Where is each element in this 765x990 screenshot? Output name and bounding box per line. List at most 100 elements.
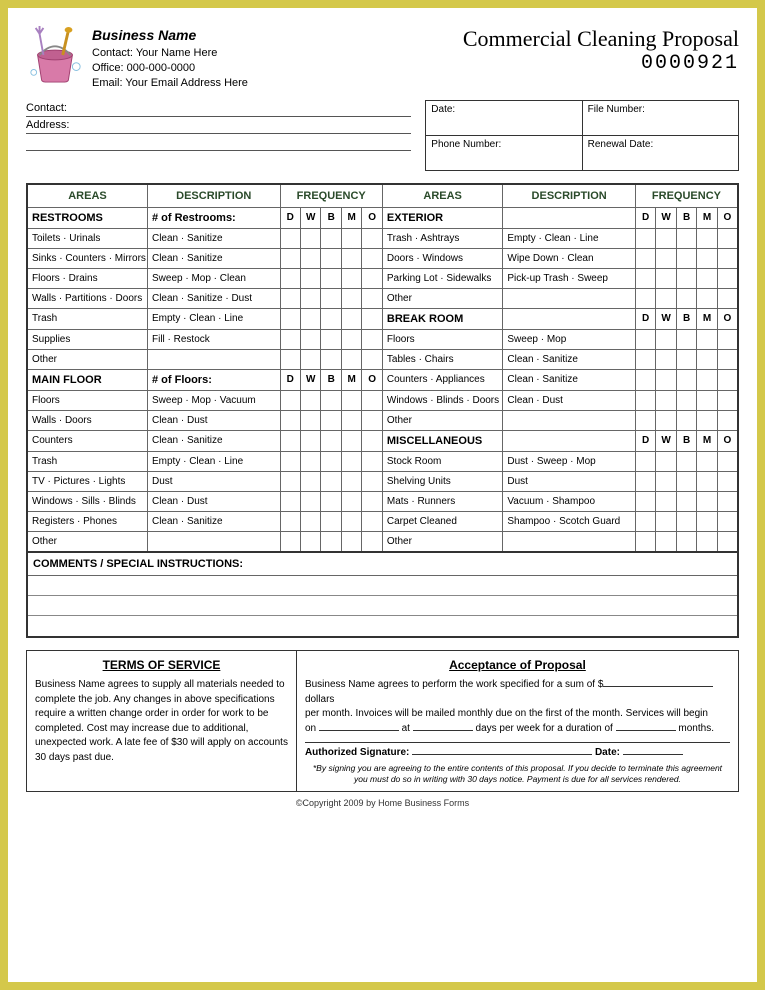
freq-cell[interactable] bbox=[280, 288, 300, 308]
freq-cell[interactable] bbox=[341, 430, 361, 451]
freq-cell[interactable] bbox=[697, 288, 717, 308]
freq-cell[interactable] bbox=[656, 390, 676, 410]
freq-cell[interactable] bbox=[321, 410, 341, 430]
freq-cell[interactable] bbox=[300, 228, 320, 248]
freq-cell[interactable] bbox=[676, 471, 696, 491]
freq-cell[interactable] bbox=[321, 531, 341, 552]
freq-cell[interactable] bbox=[697, 390, 717, 410]
freq-cell[interactable] bbox=[362, 410, 383, 430]
freq-cell[interactable] bbox=[362, 308, 383, 329]
freq-cell[interactable] bbox=[676, 390, 696, 410]
freq-cell[interactable] bbox=[300, 308, 320, 329]
freq-cell[interactable] bbox=[656, 471, 676, 491]
freq-cell[interactable] bbox=[321, 288, 341, 308]
freq-cell[interactable] bbox=[635, 248, 655, 268]
freq-cell[interactable] bbox=[635, 268, 655, 288]
freq-cell[interactable] bbox=[362, 248, 383, 268]
freq-cell[interactable] bbox=[341, 228, 361, 248]
freq-cell[interactable] bbox=[717, 531, 738, 552]
freq-cell[interactable] bbox=[635, 531, 655, 552]
client-contact-line[interactable]: Contact: bbox=[26, 100, 411, 117]
freq-cell[interactable] bbox=[656, 248, 676, 268]
freq-cell[interactable] bbox=[300, 491, 320, 511]
freq-cell[interactable] bbox=[676, 228, 696, 248]
freq-cell[interactable] bbox=[321, 390, 341, 410]
freq-cell[interactable] bbox=[321, 248, 341, 268]
at-field[interactable] bbox=[413, 730, 473, 731]
freq-cell[interactable] bbox=[341, 410, 361, 430]
file-number-field[interactable]: File Number: bbox=[582, 100, 738, 135]
freq-cell[interactable] bbox=[280, 228, 300, 248]
freq-cell[interactable] bbox=[717, 228, 738, 248]
freq-cell[interactable] bbox=[717, 329, 738, 349]
freq-cell[interactable] bbox=[676, 511, 696, 531]
freq-cell[interactable] bbox=[635, 369, 655, 390]
freq-cell[interactable] bbox=[656, 268, 676, 288]
duration-field[interactable] bbox=[616, 730, 676, 731]
freq-cell[interactable] bbox=[635, 471, 655, 491]
freq-cell[interactable] bbox=[676, 268, 696, 288]
freq-cell[interactable] bbox=[717, 369, 738, 390]
freq-cell[interactable] bbox=[321, 430, 341, 451]
freq-cell[interactable] bbox=[280, 430, 300, 451]
freq-cell[interactable] bbox=[717, 248, 738, 268]
freq-cell[interactable] bbox=[656, 369, 676, 390]
freq-cell[interactable] bbox=[697, 329, 717, 349]
freq-cell[interactable] bbox=[656, 349, 676, 369]
freq-cell[interactable] bbox=[635, 491, 655, 511]
freq-cell[interactable] bbox=[280, 531, 300, 552]
comments-line[interactable] bbox=[28, 596, 737, 616]
freq-cell[interactable] bbox=[656, 228, 676, 248]
renewal-date-field[interactable]: Renewal Date: bbox=[582, 135, 738, 170]
freq-cell[interactable] bbox=[676, 288, 696, 308]
freq-cell[interactable] bbox=[321, 228, 341, 248]
freq-cell[interactable] bbox=[676, 349, 696, 369]
freq-cell[interactable] bbox=[635, 288, 655, 308]
freq-cell[interactable] bbox=[321, 491, 341, 511]
freq-cell[interactable] bbox=[300, 390, 320, 410]
freq-cell[interactable] bbox=[635, 329, 655, 349]
freq-cell[interactable] bbox=[362, 451, 383, 471]
freq-cell[interactable] bbox=[697, 248, 717, 268]
freq-cell[interactable] bbox=[362, 390, 383, 410]
freq-cell[interactable] bbox=[656, 511, 676, 531]
freq-cell[interactable] bbox=[341, 531, 361, 552]
freq-cell[interactable] bbox=[280, 511, 300, 531]
freq-cell[interactable] bbox=[717, 288, 738, 308]
freq-cell[interactable] bbox=[676, 329, 696, 349]
freq-cell[interactable] bbox=[300, 451, 320, 471]
freq-cell[interactable] bbox=[676, 248, 696, 268]
freq-cell[interactable] bbox=[341, 248, 361, 268]
freq-cell[interactable] bbox=[656, 451, 676, 471]
freq-cell[interactable] bbox=[341, 308, 361, 329]
freq-cell[interactable] bbox=[656, 491, 676, 511]
freq-cell[interactable] bbox=[635, 511, 655, 531]
freq-cell[interactable] bbox=[656, 531, 676, 552]
freq-cell[interactable] bbox=[280, 491, 300, 511]
signature-field[interactable] bbox=[412, 754, 592, 755]
freq-cell[interactable] bbox=[341, 268, 361, 288]
freq-cell[interactable] bbox=[341, 329, 361, 349]
freq-cell[interactable] bbox=[300, 268, 320, 288]
freq-cell[interactable] bbox=[280, 451, 300, 471]
freq-cell[interactable] bbox=[321, 329, 341, 349]
freq-cell[interactable] bbox=[341, 471, 361, 491]
comments-line[interactable] bbox=[28, 616, 737, 636]
freq-cell[interactable] bbox=[717, 511, 738, 531]
freq-cell[interactable] bbox=[697, 451, 717, 471]
freq-cell[interactable] bbox=[341, 288, 361, 308]
freq-cell[interactable] bbox=[362, 329, 383, 349]
freq-cell[interactable] bbox=[321, 451, 341, 471]
freq-cell[interactable] bbox=[321, 511, 341, 531]
freq-cell[interactable] bbox=[341, 390, 361, 410]
freq-cell[interactable] bbox=[697, 531, 717, 552]
freq-cell[interactable] bbox=[656, 329, 676, 349]
freq-cell[interactable] bbox=[717, 491, 738, 511]
freq-cell[interactable] bbox=[280, 308, 300, 329]
freq-cell[interactable] bbox=[300, 288, 320, 308]
freq-cell[interactable] bbox=[676, 451, 696, 471]
freq-cell[interactable] bbox=[341, 451, 361, 471]
freq-cell[interactable] bbox=[321, 471, 341, 491]
freq-cell[interactable] bbox=[697, 471, 717, 491]
freq-cell[interactable] bbox=[697, 228, 717, 248]
